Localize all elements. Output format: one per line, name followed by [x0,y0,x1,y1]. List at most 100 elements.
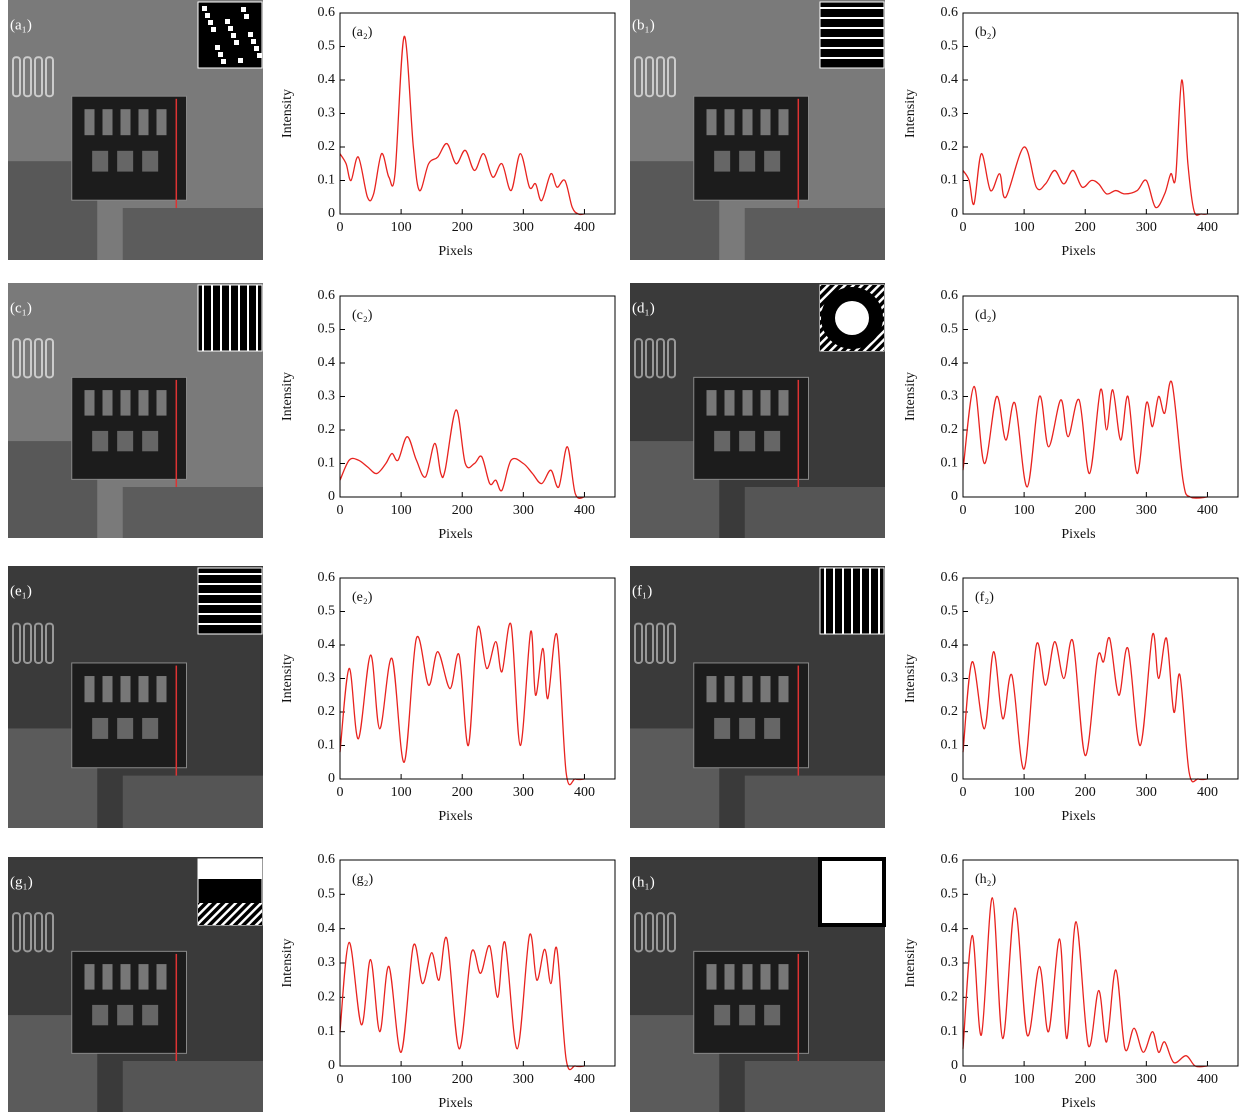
x-axis-label: Pixels [1061,1096,1095,1111]
inset-band [198,903,262,925]
image-feature [103,676,113,702]
image-feature [142,718,158,739]
image-region [123,1061,263,1112]
inset-disk [835,301,869,335]
y-tick-label: 0.1 [318,1024,336,1039]
inset-stripe [820,57,884,59]
y-tick-label: 0.5 [941,39,959,54]
inset-stripe [824,568,826,634]
image: (a₁) [8,0,263,260]
inset-dot [211,27,216,32]
y-tick-label: 0.1 [941,173,959,188]
y-tick-label: 0.5 [941,604,959,619]
x-tick-label: 300 [513,1072,534,1087]
x-axis-label: Pixels [1061,809,1095,824]
y-axis-label: Intensity [280,89,295,138]
y-tick-label: 0.4 [941,921,959,936]
y-tick-label: 0.6 [941,570,959,585]
image-inset [198,568,262,634]
image-feature [761,964,771,990]
image-label: (f₁) [632,583,652,599]
image-feature [117,718,133,739]
image-inset [198,285,262,351]
chart: 010020030040000.10.20.30.40.50.6(c₂)Pixe… [280,288,615,542]
chart: 010020030040000.10.20.30.40.50.6(g₂)Pixe… [280,852,615,1111]
y-tick-label: 0.5 [318,887,336,902]
plot-frame [963,296,1238,497]
x-tick-label: 100 [391,503,412,518]
image-feature [157,676,167,702]
line-series [340,623,584,785]
image-label: (g₁) [10,874,33,890]
inset-dot [215,45,220,50]
y-tick-label: 0.3 [318,955,336,970]
inset-dot [257,53,262,58]
y-tick-label: 0.5 [318,604,336,619]
y-tick-label: 0.1 [941,456,959,471]
image-feature [117,1005,133,1025]
x-tick-label: 400 [1197,1072,1218,1087]
x-axis-label: Pixels [1061,527,1095,542]
y-tick-label: 0.3 [941,671,959,686]
x-tick-label: 400 [1197,785,1218,800]
panel-label: (f₂) [975,590,994,605]
y-tick-label: 0.4 [941,355,959,370]
y-tick-label: 0.4 [318,637,336,652]
y-tick-label: 0.5 [318,39,336,54]
image-feature [725,676,735,702]
y-tick-label: 0 [951,1058,958,1073]
image-feature [779,964,789,990]
image-feature [85,109,95,135]
image-feature [761,109,771,135]
image-feature [142,151,158,172]
image: (c₁) [8,283,263,538]
x-tick-label: 300 [1136,503,1157,518]
inset-stripe [198,593,262,595]
y-axis-label: Intensity [903,372,918,421]
y-tick-label: 0 [328,206,335,221]
inset-stripe [878,568,880,634]
y-tick-label: 0.2 [318,422,336,437]
x-tick-label: 200 [1075,220,1096,235]
image-feature [92,1005,108,1025]
inset-stripe [820,47,884,49]
image-region [745,208,885,260]
inset-dot [251,39,256,44]
inset-dot [254,46,259,51]
x-tick-label: 300 [513,503,534,518]
y-tick-label: 0.4 [941,637,959,652]
y-tick-label: 0 [328,771,335,786]
image-feature [121,390,131,416]
x-tick-label: 0 [960,1072,967,1087]
x-tick-label: 400 [1197,503,1218,518]
image-feature [714,1005,730,1025]
inset-dot [241,7,246,12]
image-feature [761,676,771,702]
x-tick-label: 0 [337,503,344,518]
panel-label: (a₂) [352,25,373,40]
y-axis-label: Intensity [903,939,918,988]
x-tick-label: 200 [1075,1072,1096,1087]
image-feature [92,431,108,451]
image-region [123,776,263,828]
image-feature [725,390,735,416]
y-tick-label: 0.2 [941,990,959,1005]
image-label: (h₁) [632,874,655,890]
y-tick-label: 0.1 [318,456,336,471]
inset-stripe [820,37,884,39]
image-feature [121,109,131,135]
image-feature [725,964,735,990]
image-feature [85,964,95,990]
inset-dot [208,20,213,25]
image-feature [157,964,167,990]
image-label: (e₁) [10,583,32,599]
image-feature [117,431,133,451]
y-tick-label: 0.5 [941,322,959,337]
image-feature [707,109,717,135]
x-tick-label: 0 [337,1072,344,1087]
x-tick-label: 300 [1136,220,1157,235]
chart: 010020030040000.10.20.30.40.50.6(e₂)Pixe… [280,570,615,824]
image-region [745,487,885,538]
x-tick-label: 300 [513,785,534,800]
